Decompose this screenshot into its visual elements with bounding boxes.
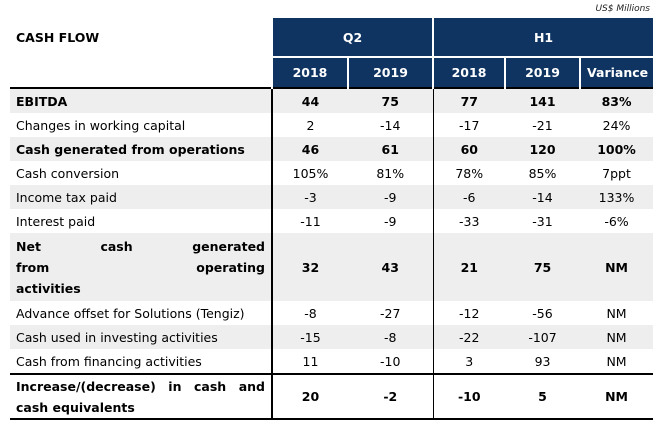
col-header-variance: Variance xyxy=(579,56,654,88)
cell: NM xyxy=(580,373,654,420)
year-header-row: 2018 2019 2018 2019 Variance xyxy=(10,56,654,88)
row-label-line: Net cash generated xyxy=(16,238,265,254)
table-row: Income tax paid -3 -9 -6 -14 133% xyxy=(10,185,654,209)
cell: -33 xyxy=(432,209,506,233)
cell: -6% xyxy=(604,213,629,229)
table-row: Cash used in investing activities -15 -8… xyxy=(10,325,654,349)
col-header-q2-2019: 2019 xyxy=(346,56,434,88)
table-row: Net cash generated from operating activi… xyxy=(10,233,654,301)
row-label-line: Increase/(decrease) in cash and xyxy=(16,378,265,394)
row-label: Advance offset for Solutions (Tengiz) xyxy=(16,305,245,321)
table-title: CASH FLOW xyxy=(16,30,100,45)
cell: 46 xyxy=(271,137,348,161)
row-label-line: activities xyxy=(16,280,81,296)
cell: -17 xyxy=(432,113,506,137)
cell: -107 xyxy=(505,325,581,349)
cell: 7ppt xyxy=(602,165,631,181)
cell: -14 xyxy=(505,185,581,209)
cell: -27 xyxy=(380,305,401,321)
cell: 141 xyxy=(505,87,581,113)
cell: 43 xyxy=(348,233,434,301)
row-label: Interest paid xyxy=(16,213,96,229)
table-row: Advance offset for Solutions (Tengiz) -8… xyxy=(10,301,653,325)
cell: 44 xyxy=(271,87,348,113)
cell: 81% xyxy=(376,165,405,181)
cell: -9 xyxy=(384,213,397,229)
cell: -14 xyxy=(380,117,401,133)
row-label-line: cash equivalents xyxy=(16,399,135,415)
cell: 133% xyxy=(580,185,654,209)
cell: -21 xyxy=(532,117,553,133)
table-row: Cash from financing activities 11 -10 3 … xyxy=(10,349,653,374)
table-row: Cash conversion 105% 81% 78% 85% 7ppt xyxy=(10,161,653,185)
cell: 3 xyxy=(432,349,506,374)
cell: -8 xyxy=(271,301,348,325)
table-row: Interest paid -11 -9 -33 -31 -6% xyxy=(10,209,653,233)
cell: 5 xyxy=(505,373,581,420)
row-label: Cash conversion xyxy=(16,165,120,181)
cell: -22 xyxy=(432,325,506,349)
row-label: Cash used in investing activities xyxy=(10,325,272,349)
cell: -31 xyxy=(532,213,553,229)
cell: 75 xyxy=(348,87,434,113)
row-label: Income tax paid xyxy=(10,185,272,209)
table-row: Cash generated from operations 46 61 60 … xyxy=(10,137,654,161)
cell: 20 xyxy=(271,373,348,420)
table-row: Changes in working capital 2 -14 -17 -21… xyxy=(10,113,653,137)
cell: 60 xyxy=(432,137,506,161)
cell: 105% xyxy=(271,161,348,185)
table-row: Increase/(decrease) in cash and cash equ… xyxy=(10,373,654,420)
row-label: Changes in working capital xyxy=(16,117,186,133)
cell: -8 xyxy=(348,325,434,349)
row-label: Cash generated from operations xyxy=(10,137,272,161)
cell: NM xyxy=(606,353,627,369)
row-label: Cash from financing activities xyxy=(16,353,202,369)
cell: -15 xyxy=(271,325,348,349)
col-header-q2-2018: 2018 xyxy=(271,56,348,88)
cell: -9 xyxy=(348,185,434,209)
cell: NM xyxy=(580,233,654,301)
cell: -10 xyxy=(380,353,401,369)
cell: -3 xyxy=(271,185,348,209)
cell: -6 xyxy=(432,185,506,209)
cell: 75 xyxy=(505,233,581,301)
cell: 78% xyxy=(432,161,506,185)
cell: 120 xyxy=(505,137,581,161)
cell: -12 xyxy=(432,301,506,325)
cell: 100% xyxy=(580,137,654,161)
col-header-h1-2018: 2018 xyxy=(432,56,506,88)
cell: 83% xyxy=(580,87,654,113)
cell: 77 xyxy=(432,87,506,113)
cell: -10 xyxy=(432,373,506,420)
row-label: Net cash generated from operating activi… xyxy=(10,233,272,301)
cell: 85% xyxy=(528,165,557,181)
row-label: EBITDA xyxy=(10,87,272,113)
cell: NM xyxy=(606,305,627,321)
cell: -56 xyxy=(532,305,553,321)
cell: 24% xyxy=(602,117,631,133)
cash-flow-table: CASH FLOW Q2 H1 2018 2019 2018 2019 Vari… xyxy=(10,18,654,420)
cell: 32 xyxy=(271,233,348,301)
cell: -2 xyxy=(348,373,434,420)
group-header-row: CASH FLOW Q2 H1 xyxy=(10,18,654,57)
cell: 61 xyxy=(348,137,434,161)
group-header-q2: Q2 xyxy=(270,18,434,57)
group-header-h1: H1 xyxy=(432,18,654,57)
col-header-h1-2019: 2019 xyxy=(504,56,581,88)
cell: 21 xyxy=(432,233,506,301)
cell: 11 xyxy=(271,349,348,374)
cell: -11 xyxy=(271,209,348,233)
cell: 93 xyxy=(534,353,551,369)
table-row: EBITDA 44 75 77 141 83% xyxy=(10,87,654,113)
cell: 2 xyxy=(271,113,348,137)
cell: NM xyxy=(580,325,654,349)
units-note: US$ Millions xyxy=(595,4,650,14)
row-label-line: from operating xyxy=(16,259,265,275)
row-label: Increase/(decrease) in cash and cash equ… xyxy=(10,373,272,420)
